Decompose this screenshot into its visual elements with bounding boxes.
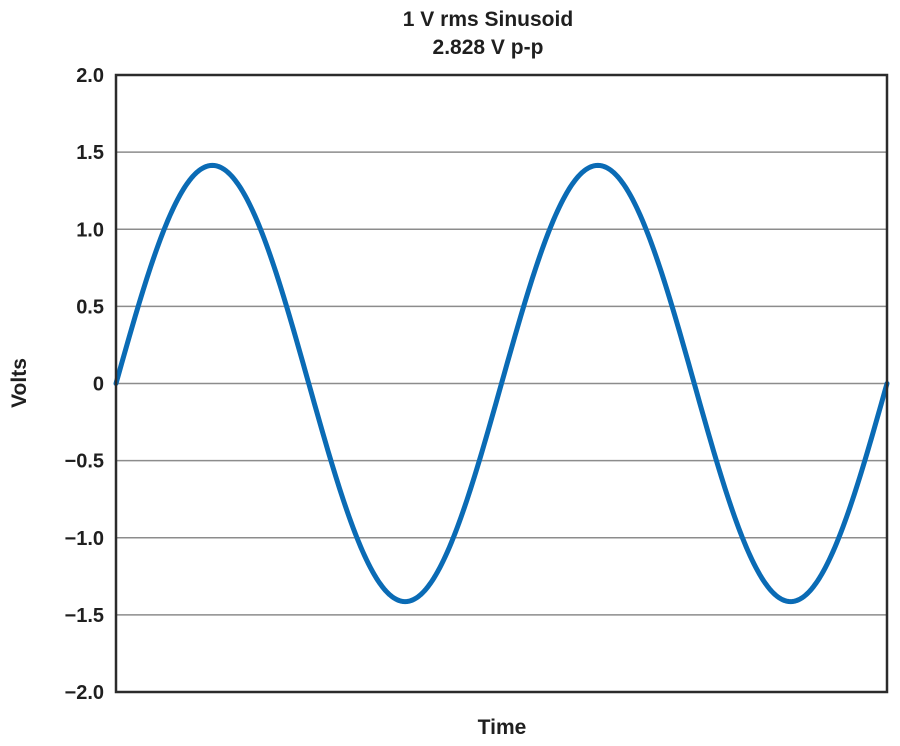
plot-frame <box>114 73 889 694</box>
y-tick-label: 2.0 <box>76 65 104 87</box>
y-tick-label: 0.5 <box>76 296 104 318</box>
y-tick-label: −2.0 <box>65 682 104 704</box>
y-tick-label: 1.0 <box>76 219 104 241</box>
y-tick-labels: 2.0 1.5 1.0 0.5 0 −0.5 −1.0 −1.5 −2.0 <box>65 65 104 704</box>
x-axis-label: Time <box>478 716 527 739</box>
chart-title: 1 V rms Sinusoid <box>403 8 573 31</box>
y-tick-label: −1.0 <box>65 528 104 550</box>
y-tick-label: −1.5 <box>65 605 104 627</box>
chart-subtitle: 2.828 V p-p <box>433 36 544 59</box>
grid-lines <box>116 151 887 616</box>
series-group <box>113 162 890 605</box>
sinusoid-series-line <box>113 162 890 605</box>
y-tick-label: 0 <box>93 374 104 396</box>
y-axis-label: Volts <box>8 358 31 408</box>
y-tick-label: −0.5 <box>65 451 104 473</box>
y-tick-label: 1.5 <box>76 142 104 164</box>
